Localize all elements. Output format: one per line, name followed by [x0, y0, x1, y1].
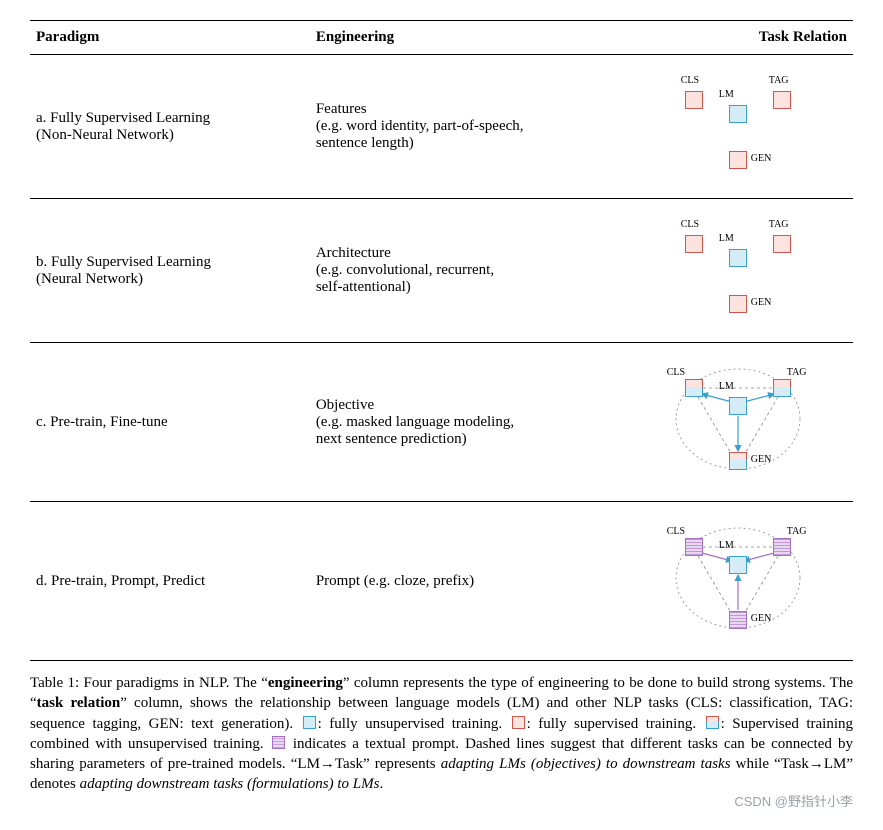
lm-node: [729, 105, 747, 123]
tag-node: [773, 235, 791, 253]
caption-text: : fully supervised training.: [527, 716, 704, 732]
tag-node: [773, 538, 791, 556]
engineering-cell: Prompt (e.g. cloze, prefix): [310, 502, 623, 661]
task-relation-cell: CLS LM TAG GEN: [623, 199, 853, 343]
task-relation-cell: CLS LM TAG GEN: [623, 343, 853, 502]
gen-label: GEN: [751, 153, 772, 164]
gen-node: [729, 151, 747, 169]
header-row: Paradigm Engineering Task Relation: [30, 21, 853, 55]
engineering-text: Features: [316, 101, 367, 117]
caption-text: : fully unsupervised training.: [318, 716, 510, 732]
caption-italic: adapting LMs (objectives) to downstream …: [441, 756, 731, 772]
paradigm-text: d. Pre-train, Prompt, Predict: [36, 573, 205, 589]
tag-label: TAG: [769, 75, 789, 86]
task-relation-diagram: CLS LM TAG GEN: [663, 69, 813, 179]
task-relation-diagram: CLS LM TAG GEN: [663, 516, 813, 641]
task-relation-cell: CLS LM TAG GEN: [623, 502, 853, 661]
gen-node: [729, 295, 747, 313]
engineering-cell: Architecture(e.g. convolutional, recurre…: [310, 199, 623, 343]
tag-label: TAG: [787, 526, 807, 537]
engineering-subtext: next sentence prediction): [316, 431, 467, 447]
table-body: a. Fully Supervised Learning(Non-Neural …: [30, 55, 853, 661]
engineering-subtext: (e.g. masked language modeling,: [316, 414, 514, 430]
engineering-text: Prompt (e.g. cloze, prefix): [316, 573, 474, 589]
table-row: c. Pre-train, Fine-tune Objective(e.g. m…: [30, 343, 853, 502]
legend-half-square-icon: [706, 716, 719, 729]
cls-node: [685, 235, 703, 253]
tag-node: [773, 91, 791, 109]
paradigm-subtext: (Neural Network): [36, 271, 143, 287]
engineering-cell: Objective(e.g. masked language modeling,…: [310, 343, 623, 502]
task-relation-cell: CLS LM TAG GEN: [623, 55, 853, 199]
paradigm-cell: a. Fully Supervised Learning(Non-Neural …: [30, 55, 310, 199]
table-row: d. Pre-train, Prompt, Predict Prompt (e.…: [30, 502, 853, 661]
tag-label: TAG: [769, 219, 789, 230]
lm-node: [729, 397, 747, 415]
cls-node: [685, 91, 703, 109]
lm-label: LM: [719, 89, 734, 100]
cls-label: CLS: [667, 526, 685, 537]
lm-label: LM: [719, 540, 734, 551]
table-row: b. Fully Supervised Learning(Neural Netw…: [30, 199, 853, 343]
paradigm-subtext: (Non-Neural Network): [36, 127, 174, 143]
cls-label: CLS: [667, 367, 685, 378]
watermark: CSDN @野指针小李: [30, 791, 853, 810]
paradigm-cell: c. Pre-train, Fine-tune: [30, 343, 310, 502]
gen-node: [729, 611, 747, 629]
caption-text: Table 1: Four paradigms in NLP. The “: [30, 675, 268, 691]
engineering-text: Architecture: [316, 245, 391, 261]
paradigm-cell: b. Fully Supervised Learning(Neural Netw…: [30, 199, 310, 343]
task-relation-diagram: CLS LM TAG GEN: [663, 213, 813, 323]
gen-label: GEN: [751, 613, 772, 624]
col-engineering-header: Engineering: [310, 21, 623, 55]
engineering-cell: Features(e.g. word identity, part-of-spe…: [310, 55, 623, 199]
table-caption: Table 1: Four paradigms in NLP. The “eng…: [30, 673, 853, 795]
table-row: a. Fully Supervised Learning(Non-Neural …: [30, 55, 853, 199]
paradigm-text: c. Pre-train, Fine-tune: [36, 414, 168, 430]
engineering-subtext: (e.g. convolutional, recurrent,: [316, 262, 494, 278]
engineering-subtext: self-attentional): [316, 279, 411, 295]
legend-red-square-icon: [512, 716, 525, 729]
lm-node: [729, 556, 747, 574]
engineering-subtext: (e.g. word identity, part-of-speech,: [316, 118, 524, 134]
gen-node: [729, 452, 747, 470]
gen-label: GEN: [751, 297, 772, 308]
paradigm-text: b. Fully Supervised Learning: [36, 254, 211, 270]
lm-node: [729, 249, 747, 267]
col-paradigm-header: Paradigm: [30, 21, 310, 55]
task-relation-diagram: CLS LM TAG GEN: [663, 357, 813, 482]
paradigm-table: Paradigm Engineering Task Relation a. Fu…: [30, 20, 853, 661]
engineering-text: Objective: [316, 397, 374, 413]
legend-wave-square-icon: [272, 736, 285, 749]
caption-bold-engineering: engineering: [268, 675, 343, 691]
cls-node: [685, 379, 703, 397]
cls-node: [685, 538, 703, 556]
engineering-subtext: sentence length): [316, 135, 414, 151]
legend-blue-square-icon: [303, 716, 316, 729]
paradigm-text: a. Fully Supervised Learning: [36, 110, 210, 126]
lm-label: LM: [719, 381, 734, 392]
caption-bold-task-relation: task relation: [37, 695, 121, 711]
tag-label: TAG: [787, 367, 807, 378]
col-task-relation-header: Task Relation: [623, 21, 853, 55]
cls-label: CLS: [681, 75, 699, 86]
lm-label: LM: [719, 233, 734, 244]
paradigm-cell: d. Pre-train, Prompt, Predict: [30, 502, 310, 661]
cls-label: CLS: [681, 219, 699, 230]
gen-label: GEN: [751, 454, 772, 465]
tag-node: [773, 379, 791, 397]
